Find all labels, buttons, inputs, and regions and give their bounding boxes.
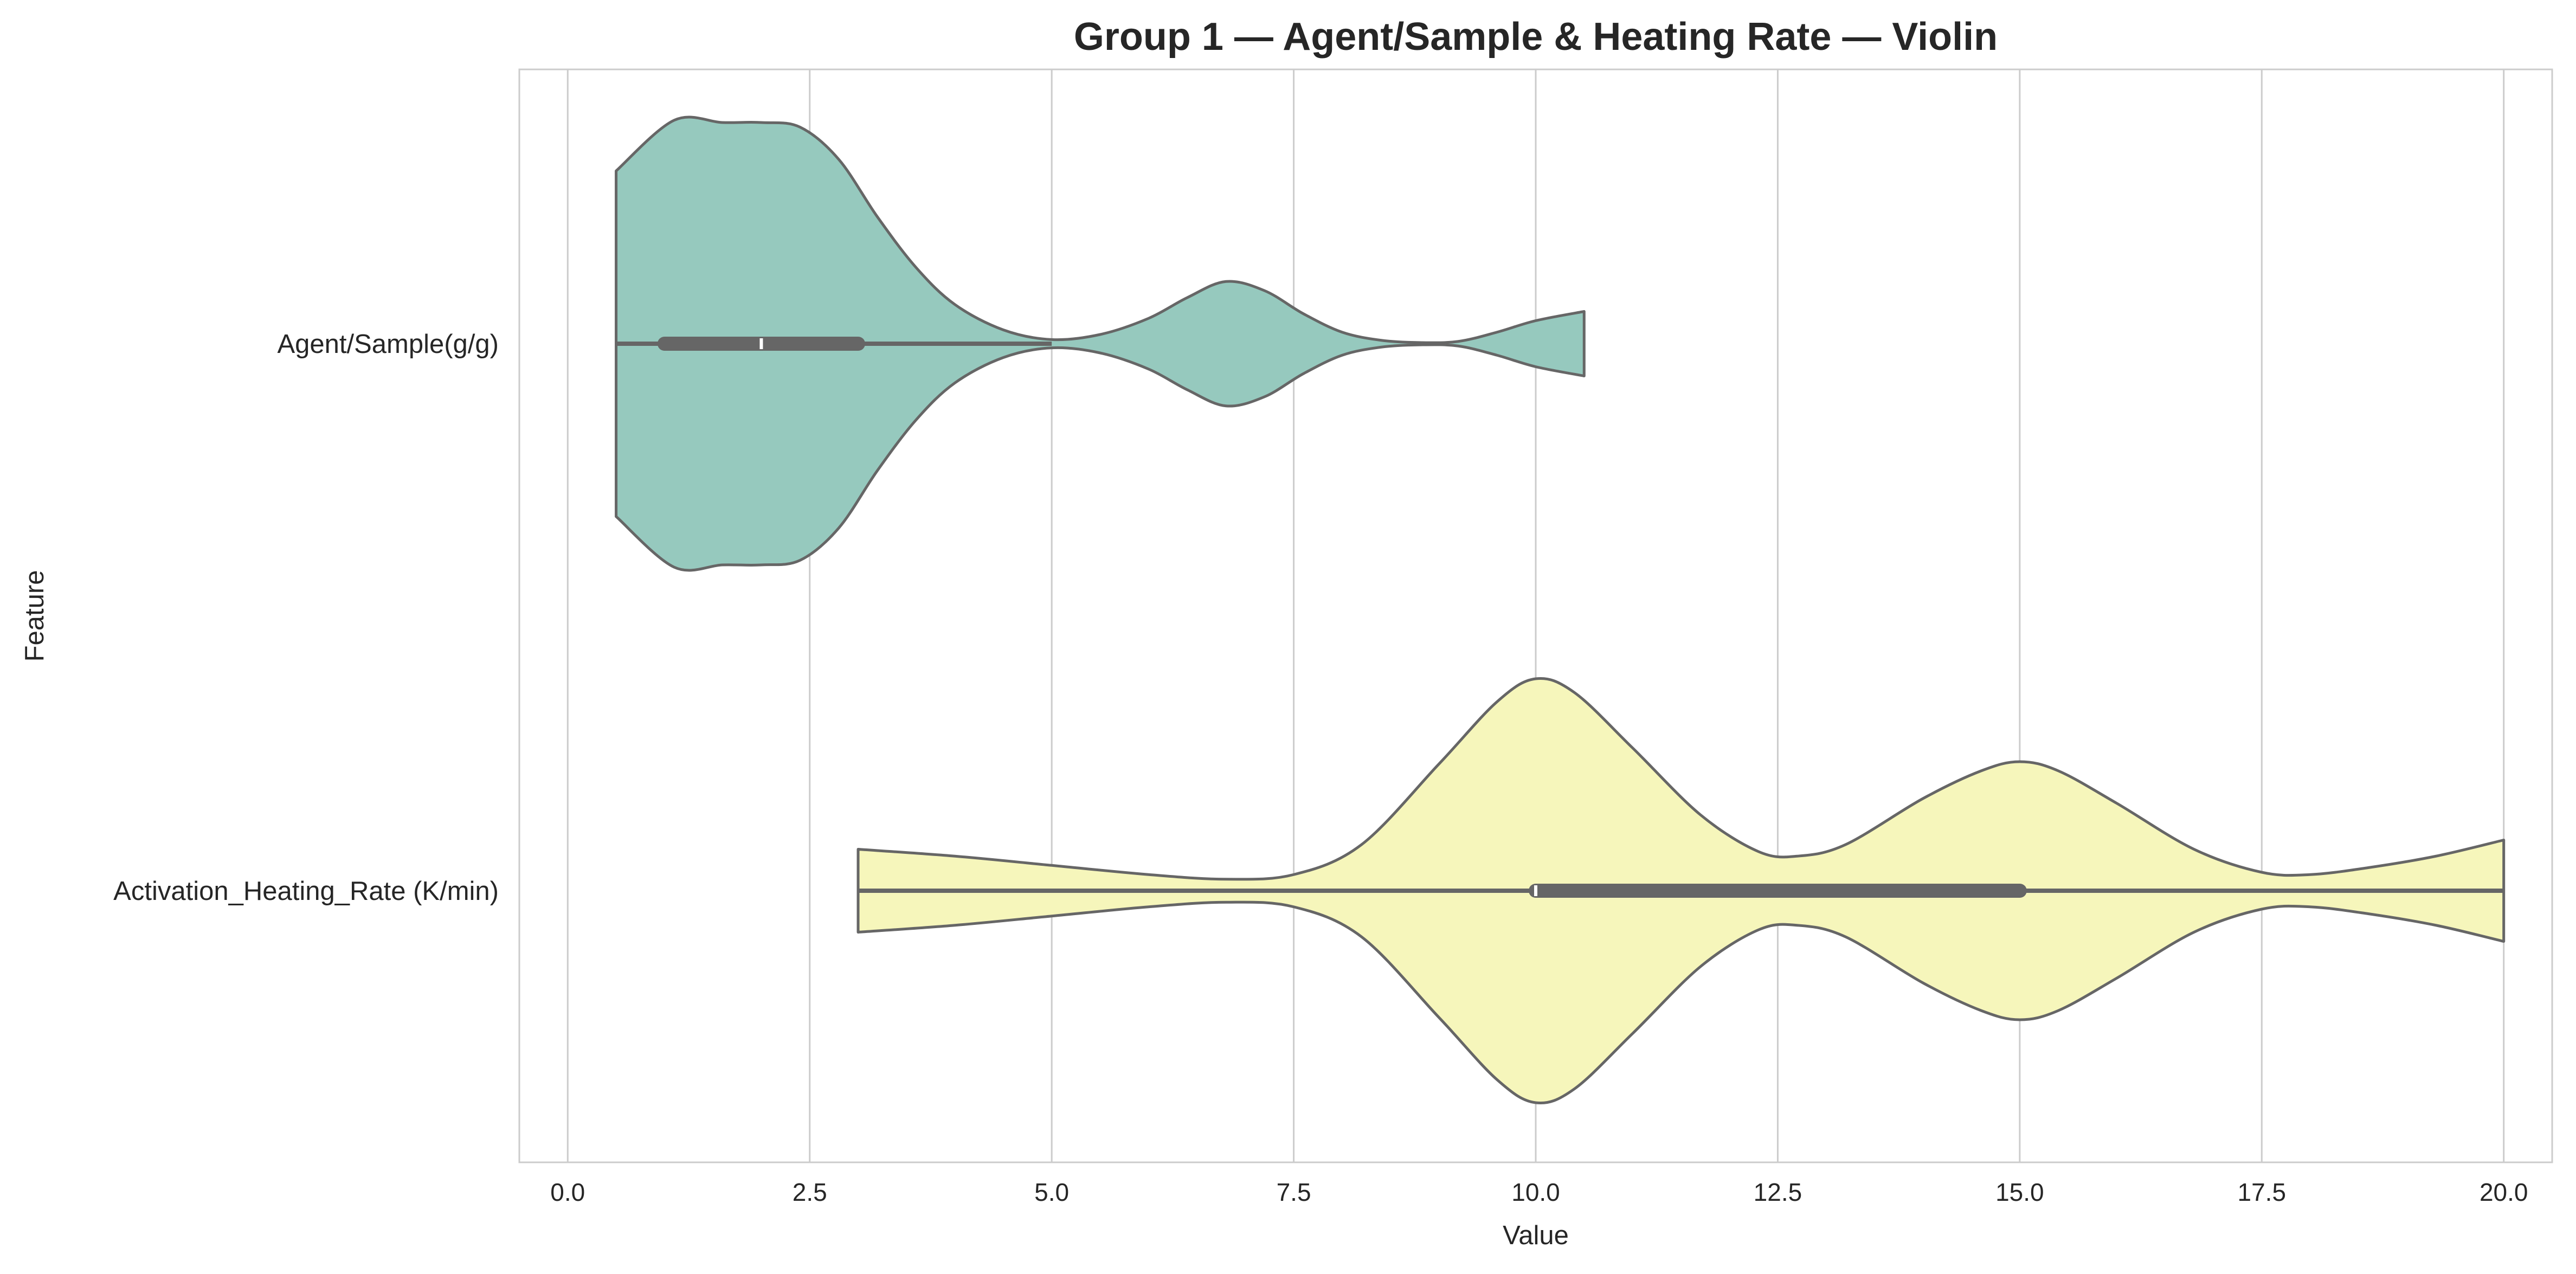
x-tick-label: 2.5	[793, 1178, 827, 1206]
x-tick-label: 17.5	[2238, 1178, 2287, 1206]
chart-title: Group 1 — Agent/Sample & Heating Rate — …	[1074, 15, 1998, 59]
y-category-label: Agent/Sample(g/g)	[277, 330, 499, 359]
x-axis-title: Value	[1503, 1221, 1569, 1250]
y-axis-title: Feature	[20, 570, 49, 662]
y-category-label: Activation_Heating_Rate (K/min)	[113, 877, 499, 906]
violin-body	[615, 115, 1586, 572]
x-tick-label: 5.0	[1034, 1178, 1069, 1206]
x-tick-label: 20.0	[2480, 1178, 2528, 1206]
x-tick-label: 12.5	[1754, 1178, 1802, 1206]
x-tick-label: 0.0	[550, 1178, 585, 1206]
x-tick-labels: 0.0 2.5 5.0 7.5 10.0 12.5 15.0 17.5 20.0	[550, 1178, 2528, 1206]
x-tick-label: 15.0	[1995, 1178, 2044, 1206]
y-category-labels: Agent/Sample(g/g) Activation_Heating_Rate…	[113, 330, 499, 906]
violin-layer	[615, 115, 2506, 1105]
x-tick-label: 10.0	[1511, 1178, 1560, 1206]
x-tick-label: 7.5	[1277, 1178, 1311, 1206]
plot-area-frame	[518, 68, 2553, 1163]
